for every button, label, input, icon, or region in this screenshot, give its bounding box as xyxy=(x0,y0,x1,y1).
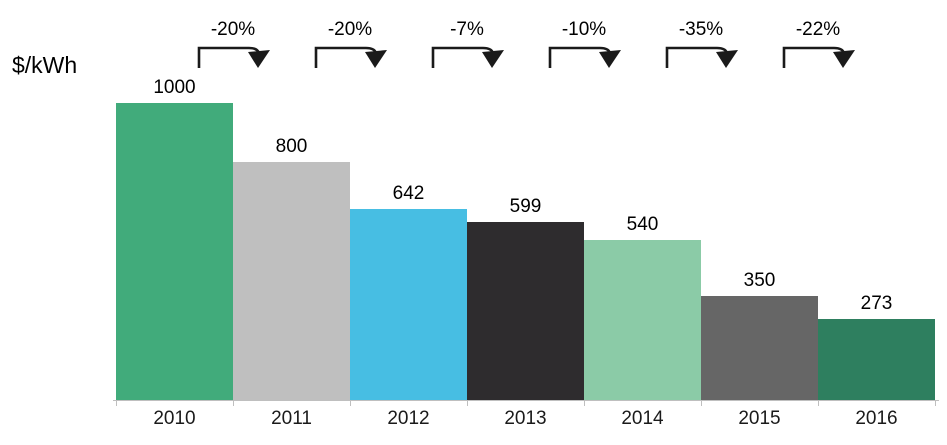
bar-value-label: 1000 xyxy=(153,77,196,98)
bent-down-arrow-icon xyxy=(548,46,621,68)
x-axis-tick xyxy=(467,401,468,406)
bar-2012 xyxy=(350,209,467,400)
x-axis-tick xyxy=(935,401,936,406)
change-percent-label: -20% xyxy=(327,19,373,40)
bar-2014 xyxy=(584,240,701,400)
x-axis-tick xyxy=(701,401,702,406)
bar-2010 xyxy=(116,103,233,400)
change-annotation-2010-2011: -20% xyxy=(191,19,275,69)
change-percent-label: -10% xyxy=(561,19,607,40)
x-tick-label-2013: 2013 xyxy=(504,408,547,429)
bent-down-arrow-icon xyxy=(665,46,738,68)
x-tick-label-2016: 2016 xyxy=(855,408,898,429)
bar-2013 xyxy=(467,222,584,400)
bent-down-arrow-icon xyxy=(197,46,270,68)
x-axis-tick xyxy=(233,401,234,406)
bar-2011 xyxy=(233,162,350,400)
bar-2016 xyxy=(818,319,935,400)
bar-column-2010: 1000 xyxy=(116,0,233,400)
x-axis-line xyxy=(113,400,939,401)
x-tick-label-2010: 2010 xyxy=(153,408,196,429)
bar-value-label: 599 xyxy=(509,196,542,217)
change-annotation-2012-2013: -7% xyxy=(425,19,509,69)
x-tick-label-2012: 2012 xyxy=(387,408,430,429)
bar-value-label: 540 xyxy=(626,214,659,235)
change-annotation-2011-2012: -20% xyxy=(308,19,392,69)
change-annotation-2013-2014: -10% xyxy=(542,19,626,69)
bar-value-label: 800 xyxy=(275,136,308,157)
x-axis-tick xyxy=(584,401,585,406)
change-annotation-2014-2015: -35% xyxy=(659,19,743,69)
bar-column-2012: 642 xyxy=(350,0,467,400)
bar-2015 xyxy=(701,296,818,400)
y-axis-unit-label: $/kWh xyxy=(12,52,78,78)
bar-value-label: 350 xyxy=(743,270,776,291)
change-percent-label: -7% xyxy=(450,19,484,40)
x-axis-tick xyxy=(350,401,351,406)
change-percent-label: -22% xyxy=(795,19,841,40)
x-tick-label-2015: 2015 xyxy=(738,408,781,429)
change-percent-label: -35% xyxy=(678,19,724,40)
bar-column-2011: 800 xyxy=(233,0,350,400)
bar-column-2016: 273 xyxy=(818,0,935,400)
bent-down-arrow-icon xyxy=(314,46,387,68)
bar-column-2015: 350 xyxy=(701,0,818,400)
bar-column-2013: 599 xyxy=(467,0,584,400)
x-axis-tick xyxy=(116,401,117,406)
bar-value-label: 273 xyxy=(860,293,893,314)
change-annotation-2015-2016: -22% xyxy=(776,19,860,69)
bent-down-arrow-icon xyxy=(431,46,504,68)
x-tick-label-2011: 2011 xyxy=(271,408,312,429)
bar-value-label: 642 xyxy=(392,183,425,204)
bent-down-arrow-icon xyxy=(782,46,855,68)
bar-column-2014: 540 xyxy=(584,0,701,400)
x-tick-label-2014: 2014 xyxy=(621,408,664,429)
x-axis-tick xyxy=(818,401,819,406)
change-percent-label: -20% xyxy=(210,19,256,40)
